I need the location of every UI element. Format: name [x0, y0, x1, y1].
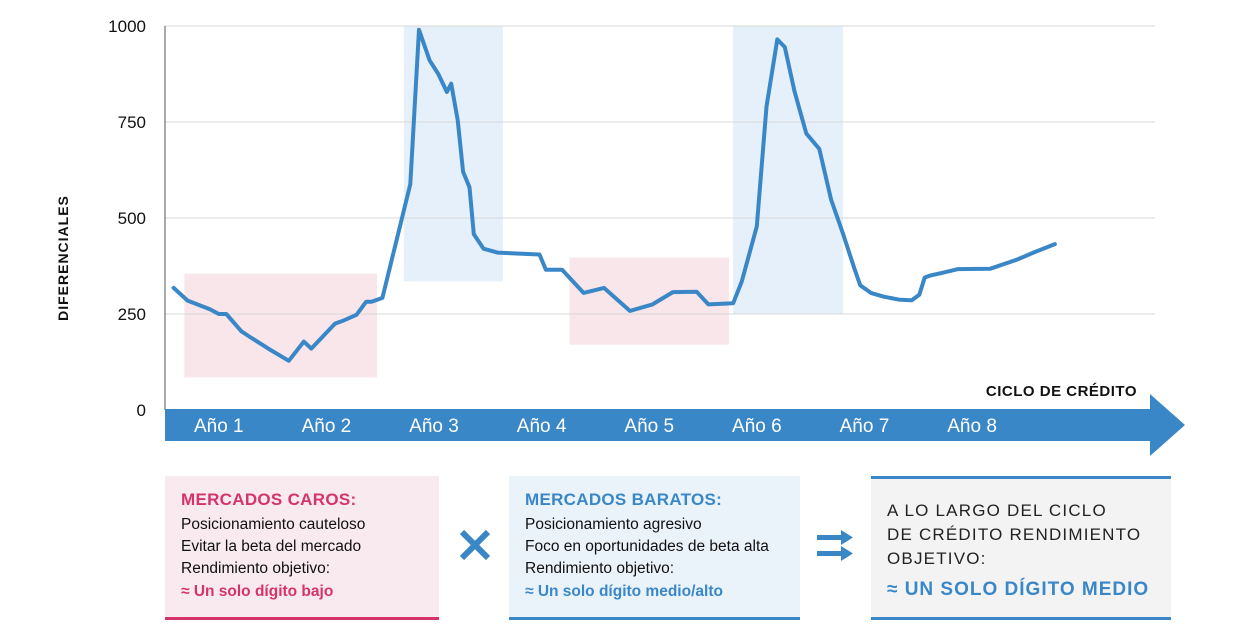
axis-arrow-body — [165, 409, 1150, 441]
cheap-markets-line-2: Foco en oportunidades de beta alta — [525, 538, 769, 555]
expensive-markets-title: MERCADOS CAROS: — [181, 490, 357, 509]
year-label-3: Año 3 — [409, 416, 459, 437]
cycle-target-line-3: OBJETIVO: — [887, 549, 987, 568]
year-labels: Año 1 Año 2 Año 3 Año 4 Año 5 Año 6 Año 7 Año 8 — [194, 416, 997, 437]
y-tick-0: 0 — [137, 401, 146, 420]
year-label-2: Año 2 — [302, 416, 352, 437]
x-axis-label: CICLO DE CRÉDITO — [986, 383, 1137, 400]
y-tick-1000: 1000 — [108, 17, 146, 36]
expensive-band-1 — [184, 273, 377, 378]
expensive-markets-line-2: Evitar la beta del mercado — [181, 538, 362, 555]
year-label-1: Año 1 — [194, 416, 244, 437]
expensive-markets-box: MERCADOS CAROS: Posicionamiento cautelos… — [165, 476, 439, 620]
cheap-markets-target: ≈ Un solo dígito medio/alto — [525, 583, 723, 600]
year-label-6: Año 6 — [732, 416, 782, 437]
credit-cycle-axis-arrow — [165, 394, 1185, 456]
cheap-markets-box: MERCADOS BARATOS: Posicionamiento agresi… — [509, 476, 800, 620]
double-arrow-icon — [817, 530, 853, 561]
year-label-4: Año 4 — [517, 416, 567, 437]
cycle-target-line-2: DE CRÉDITO RENDIMIENTO — [887, 525, 1142, 544]
expensive-markets-line-1: Posicionamiento cauteloso — [181, 516, 366, 533]
year-label-8: Año 8 — [947, 416, 997, 437]
cheap-markets-title: MERCADOS BARATOS: — [525, 490, 723, 509]
cheap-band-1 — [403, 26, 503, 282]
y-tick-500: 500 — [118, 209, 146, 228]
y-axis-label: DIFERENCIALES — [55, 195, 71, 321]
spread-series — [171, 27, 1057, 363]
axis-arrow-head — [1150, 394, 1185, 456]
gridlines — [165, 25, 1155, 315]
expensive-band-2 — [569, 257, 729, 345]
cycle-target-line-1: A LO LARGO DEL CICLO — [887, 501, 1107, 520]
cheap-markets-line-3: Rendimiento objetivo: — [525, 560, 675, 577]
y-tick-250: 250 — [118, 305, 146, 324]
cycle-target-value: ≈ UN SOLO DÍGITO MEDIO — [887, 579, 1150, 600]
expensive-markets-line-3: Rendimiento objetivo: — [181, 560, 331, 577]
y-tick-labels: 0 250 500 750 1000 — [108, 17, 146, 420]
y-tick-750: 750 — [118, 113, 146, 132]
times-icon — [459, 529, 491, 561]
credit-cycle-chart: 0 250 500 750 1000 DIFERENCIALES CICLO DE CR… — [55, 17, 1185, 456]
year-label-5: Año 5 — [624, 416, 674, 437]
expensive-markets-target: ≈ Un solo dígito bajo — [181, 583, 334, 600]
cycle-target-box: A LO LARGO DEL CICLO DE CRÉDITO RENDIMIE… — [871, 476, 1171, 620]
year-label-7: Año 7 — [840, 416, 890, 437]
valuation-bands — [184, 26, 843, 378]
spread-line-1 — [171, 27, 1057, 363]
cheap-markets-line-1: Posicionamiento agresivo — [525, 516, 702, 533]
